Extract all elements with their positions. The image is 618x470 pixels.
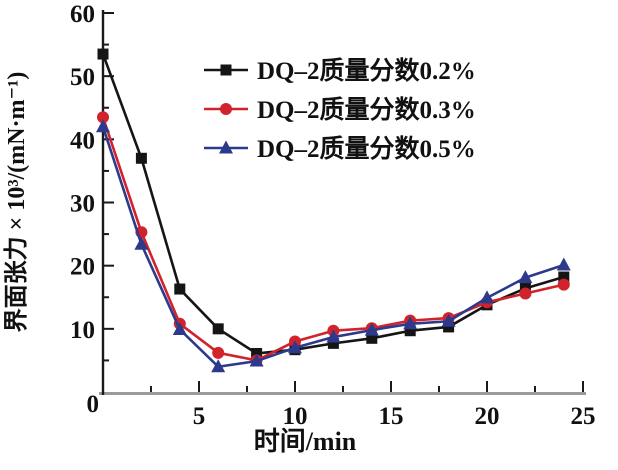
data-point-circle-marker <box>519 287 532 300</box>
legend-circle-marker <box>220 103 232 115</box>
data-point-triangle-marker <box>364 322 379 336</box>
y-axis-title: 界面张力 × 10³/(mN·m⁻¹) <box>3 72 30 333</box>
data-point-circle-marker <box>97 111 109 124</box>
data-point-triangle-marker <box>326 329 341 343</box>
origin-tick-label: 0 <box>87 391 100 418</box>
data-point-triangle-marker <box>96 119 110 133</box>
data-point-square-marker <box>174 283 186 295</box>
data-point-square-marker <box>251 347 263 359</box>
data-point-triangle-marker <box>518 270 533 284</box>
y-tick-label-60: 60 <box>70 1 95 28</box>
data-point-square-marker <box>558 271 570 283</box>
data-point-square-marker <box>404 325 416 337</box>
legend-label-0.3pct: DQ–2质量分数0.3% <box>257 96 476 124</box>
x-tick-label-25: 25 <box>571 403 596 430</box>
data-point-square-marker <box>443 321 455 333</box>
data-point-triangle-marker <box>211 359 226 373</box>
x-axis-title: 时间/min <box>254 427 357 456</box>
data-point-triangle-marker <box>480 290 494 304</box>
legend-label-0.2pct: DQ–2质量分数0.2% <box>257 57 476 85</box>
x-tick-label-15: 15 <box>379 403 404 430</box>
legend-label-0.5pct: DQ–2质量分数0.5% <box>257 135 476 163</box>
y-tick-label-50: 50 <box>70 64 95 91</box>
data-point-triangle-marker <box>134 236 149 250</box>
x-tick-label-10: 10 <box>283 403 308 430</box>
data-point-triangle-marker <box>249 353 264 367</box>
series-2 <box>96 119 571 373</box>
x-tick-label-20: 20 <box>475 403 500 430</box>
data-point-circle-marker <box>212 346 225 359</box>
y-tick-label-30: 30 <box>70 191 95 218</box>
data-point-circle-marker <box>557 278 570 291</box>
data-point-triangle-marker <box>556 257 571 271</box>
data-point-triangle-marker <box>288 340 302 354</box>
y-tick-label-40: 40 <box>70 127 95 154</box>
y-tick-label-20: 20 <box>70 254 95 281</box>
legend-triangle-marker <box>219 140 233 154</box>
data-point-square-marker <box>212 323 224 335</box>
x-tick-label-5: 5 <box>193 403 206 430</box>
data-point-square-marker <box>366 332 378 344</box>
data-series <box>96 48 571 373</box>
y-tick-label-10: 10 <box>70 317 95 344</box>
legend: DQ–2质量分数0.2% DQ–2质量分数0.3% DQ–2质量分数0.5% <box>204 57 476 163</box>
data-point-triangle-marker <box>172 321 187 335</box>
axes: 5 10 15 20 25 10 20 30 40 50 60 0 <box>70 1 596 430</box>
legend-square-marker <box>220 64 232 76</box>
data-point-square-marker <box>327 337 339 349</box>
series-0 <box>97 48 570 359</box>
data-point-triangle-marker <box>441 313 456 327</box>
data-point-square-marker <box>135 152 147 164</box>
data-point-triangle-marker <box>403 316 418 330</box>
data-point-square-marker <box>97 48 109 60</box>
